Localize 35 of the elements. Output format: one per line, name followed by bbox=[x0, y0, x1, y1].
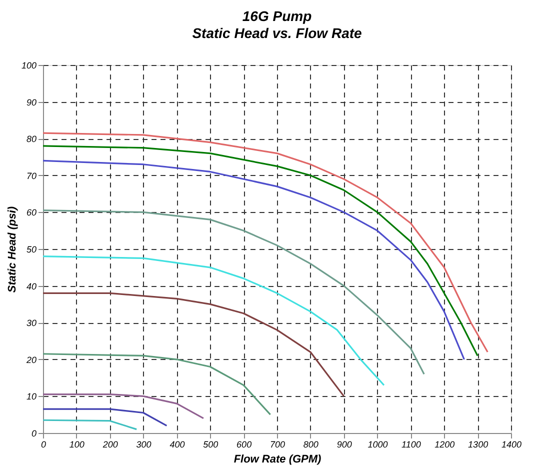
y-tick-label: 0 bbox=[31, 428, 36, 438]
line-series bbox=[42, 256, 385, 386]
x-tick-label: 300 bbox=[136, 440, 152, 450]
x-tick-label: 1000 bbox=[368, 440, 388, 450]
chart-subtitle: Static Head vs. Flow Rate bbox=[192, 25, 362, 41]
x-tick-label: 800 bbox=[303, 440, 318, 450]
line-series bbox=[42, 353, 272, 416]
x-tick-label: 700 bbox=[270, 440, 286, 450]
y-axis-title: Static Head (psi) bbox=[6, 206, 18, 293]
line-series bbox=[42, 394, 204, 420]
x-tick-label: 1400 bbox=[501, 440, 522, 450]
y-tick-label: 50 bbox=[26, 244, 36, 254]
y-tick-label: 100 bbox=[21, 60, 36, 70]
line-series bbox=[42, 210, 425, 375]
x-tick-label: 200 bbox=[102, 440, 118, 450]
x-tick-label: 1300 bbox=[468, 440, 488, 450]
x-axis-title: Flow Rate (GPM) bbox=[234, 454, 322, 466]
x-tick-label: 1100 bbox=[402, 440, 421, 450]
y-tick-label: 70 bbox=[26, 170, 36, 181]
y-tick-label: 60 bbox=[26, 208, 36, 218]
x-tick-label: 1200 bbox=[434, 440, 455, 450]
x-tick-label: 500 bbox=[203, 440, 218, 450]
x-tick-label: 100 bbox=[69, 440, 84, 450]
y-tick-label: 80 bbox=[26, 134, 36, 144]
y-tick-label: 20 bbox=[25, 354, 36, 365]
line-series bbox=[42, 292, 345, 397]
x-tick-label: 0 bbox=[40, 440, 46, 450]
y-tick-label: 10 bbox=[26, 392, 36, 402]
x-tick-label: 600 bbox=[236, 440, 252, 450]
x-tick-label: 900 bbox=[336, 440, 352, 450]
chart-title: 16G Pump bbox=[242, 8, 312, 24]
y-tick-label: 30 bbox=[26, 318, 36, 328]
y-tick-label: 40 bbox=[26, 281, 36, 292]
x-tick-label: 400 bbox=[170, 440, 185, 450]
y-tick-label: 90 bbox=[26, 97, 36, 108]
